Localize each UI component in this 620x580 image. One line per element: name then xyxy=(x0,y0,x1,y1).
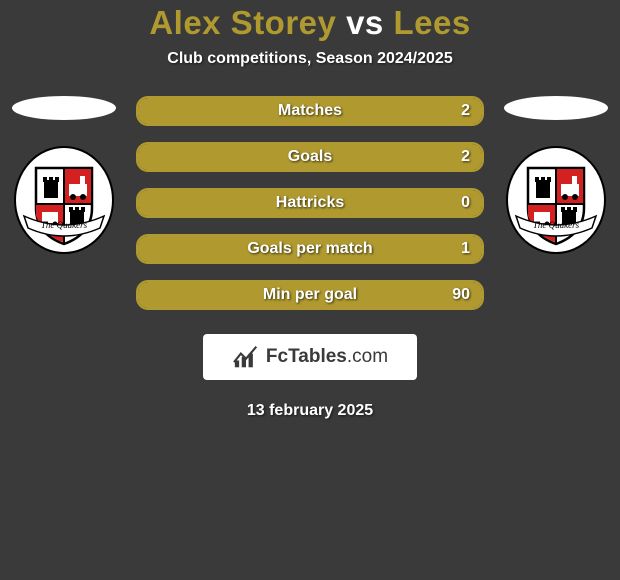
brand-tld: .com xyxy=(347,346,388,367)
stat-row: Min per goal 90 xyxy=(136,280,484,310)
stat-label: Goals per match xyxy=(247,240,372,258)
brand-text: FcTables.com xyxy=(266,346,388,368)
stat-row: Goals per match 1 xyxy=(136,234,484,264)
stat-label: Hattricks xyxy=(276,194,344,212)
player-b-ellipse-icon xyxy=(504,96,608,120)
brand-badge: FcTables.com xyxy=(203,334,417,380)
stat-row: Goals 2 xyxy=(136,142,484,172)
page-title: Alex Storey vs Lees xyxy=(0,4,620,42)
stat-value: 1 xyxy=(461,240,470,258)
stat-label: Matches xyxy=(278,102,342,120)
stat-row: Matches 2 xyxy=(136,96,484,126)
svg-text:The Quakers: The Quakers xyxy=(41,220,88,230)
left-side: The Quakers xyxy=(6,96,122,254)
vs-separator: vs xyxy=(346,4,384,41)
stat-value: 2 xyxy=(461,102,470,120)
date-label: 13 february 2025 xyxy=(0,402,620,420)
stat-label: Min per goal xyxy=(263,286,357,304)
comparison-card: Alex Storey vs Lees Club competitions, S… xyxy=(0,0,620,420)
club-crest-right-icon: The Quakers xyxy=(506,146,606,254)
main-row: The Quakers Matches 2 Goals 2 Hattricks 0 Goal… xyxy=(0,96,620,326)
subtitle: Club competitions, Season 2024/2025 xyxy=(0,50,620,68)
stats-list: Matches 2 Goals 2 Hattricks 0 Goals per match 1… xyxy=(122,96,498,326)
stat-label: Goals xyxy=(288,148,332,166)
club-crest-left-icon: The Quakers xyxy=(14,146,114,254)
stat-value: 90 xyxy=(452,286,470,304)
player-a-ellipse-icon xyxy=(12,96,116,120)
stat-value: 2 xyxy=(461,148,470,166)
player-b-name: Lees xyxy=(393,4,470,41)
player-a-name: Alex Storey xyxy=(149,4,336,41)
right-side: The Quakers xyxy=(498,96,614,254)
stat-value: 0 xyxy=(461,194,470,212)
svg-text:The Quakers: The Quakers xyxy=(533,220,580,230)
chart-icon xyxy=(232,345,260,369)
brand-name: FcTables xyxy=(266,346,347,367)
stat-row: Hattricks 0 xyxy=(136,188,484,218)
